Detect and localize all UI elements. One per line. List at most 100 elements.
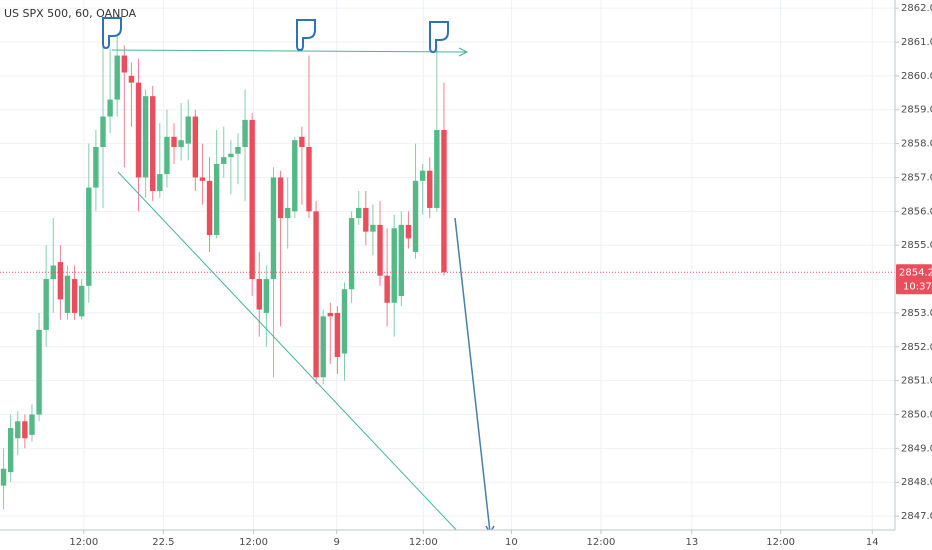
- candle-body: [320, 316, 326, 378]
- candle-body: [29, 414, 35, 435]
- candle-body: [114, 55, 120, 100]
- candle-body: [249, 119, 255, 280]
- candle-body: [256, 279, 262, 310]
- candle-body: [15, 421, 21, 439]
- candle-body: [341, 289, 348, 354]
- y-tick-label: 2849.0: [901, 443, 932, 454]
- x-tick-label: 12:00: [69, 537, 98, 548]
- axes: 2847.0 2848.0 2849.0 2850.0 2851.0 2852.0 2853…: [69, 3, 932, 548]
- candle-body: [292, 140, 298, 212]
- candle-body: [270, 177, 277, 280]
- candle-body: [384, 275, 390, 303]
- hand-icon: [296, 19, 316, 52]
- candle-body: [50, 265, 56, 280]
- candle-body: [277, 177, 284, 219]
- y-tick-label: 2858.0: [901, 139, 932, 150]
- y-tick-label: 2856.0: [901, 206, 932, 217]
- candles: [0, 14, 895, 510]
- candle-body: [128, 75, 135, 83]
- candle-body: [164, 136, 170, 175]
- candle-body: [121, 55, 128, 73]
- candle-body: [427, 170, 433, 208]
- candle-body: [64, 275, 71, 313]
- y-tick-label: 2847.0: [901, 511, 932, 522]
- candle-body: [93, 146, 99, 188]
- candle-body: [348, 218, 355, 290]
- x-tick-label: 22.5: [152, 537, 174, 548]
- candle-body: [142, 96, 149, 178]
- candle-body: [398, 224, 405, 296]
- y-tick-label: 2853.0: [901, 308, 932, 319]
- candle-body: [135, 82, 142, 178]
- hand-icon: [429, 21, 449, 54]
- x-tick-label: 13: [685, 537, 698, 548]
- chart-title: US SPX 500, 60, OANDA: [4, 7, 137, 20]
- countdown-label: 10:37: [903, 281, 932, 292]
- x-tick-label: 14: [866, 537, 879, 548]
- last-price-box: [896, 264, 932, 295]
- candle-body: [235, 146, 241, 154]
- y-tick-label: 2855.0: [901, 240, 932, 251]
- candle-body: [221, 157, 227, 164]
- candle-body: [299, 136, 305, 147]
- candle-body: [263, 279, 270, 313]
- drawings: [102, 17, 495, 537]
- x-tick-label: 12:00: [587, 537, 616, 548]
- candle-body: [192, 116, 199, 178]
- candle-body: [370, 224, 376, 232]
- arrow-head: [458, 47, 469, 57]
- candle-body: [284, 207, 291, 219]
- trend-line: [117, 171, 463, 537]
- candle-body: [86, 187, 92, 286]
- x-tick-label: 12:00: [239, 537, 268, 548]
- last-price-label: 2854.2: [899, 267, 932, 278]
- candle-body: [43, 279, 49, 330]
- x-tick-label: 10: [505, 537, 518, 548]
- x-axis-bg: [0, 530, 895, 550]
- y-tick-label: 2860.0: [901, 71, 932, 82]
- candle-body: [412, 180, 419, 252]
- candle-body: [441, 130, 447, 273]
- candle-body: [185, 116, 191, 144]
- candle-body: [0, 468, 7, 486]
- candle-body: [228, 153, 234, 158]
- x-tick-label: 12:00: [409, 537, 438, 548]
- y-tick-label: 2850.0: [901, 410, 932, 421]
- y-tick-label: 2862.0: [901, 3, 932, 14]
- candle-body: [434, 130, 440, 208]
- candle-body: [334, 312, 341, 357]
- candle-body: [391, 228, 397, 303]
- candle-body: [171, 136, 177, 147]
- x-tick-label: 9: [334, 537, 340, 548]
- candle-body: [150, 96, 156, 192]
- candle-body: [199, 177, 206, 181]
- candle-body: [71, 279, 78, 313]
- candle-body: [306, 146, 312, 212]
- y-tick-label: 2861.0: [901, 37, 932, 48]
- candle-body: [405, 224, 412, 239]
- candle-body: [22, 421, 28, 439]
- candle-body: [107, 99, 113, 117]
- candle-body: [363, 207, 369, 232]
- candle-body: [377, 224, 383, 276]
- candle-body: [213, 163, 220, 236]
- candle-body: [157, 174, 163, 192]
- candle-body: [57, 262, 64, 300]
- candle-body: [7, 428, 14, 473]
- candle-body: [36, 329, 42, 415]
- candle-body: [356, 207, 362, 219]
- y-tick-label: 2859.0: [901, 105, 932, 116]
- y-tick-label: 2857.0: [901, 172, 932, 183]
- candle-body: [78, 285, 85, 317]
- candle-body: [100, 116, 106, 147]
- candle-body: [327, 312, 333, 317]
- x-tick-label: 12:00: [766, 537, 795, 548]
- forecast-arrow: [454, 217, 491, 533]
- candle-body: [206, 180, 213, 236]
- hand-icon: [102, 17, 122, 50]
- candle-body: [178, 140, 184, 147]
- grid: [0, 0, 895, 530]
- y-tick-label: 2848.0: [901, 477, 932, 488]
- resistance-line: [111, 49, 467, 53]
